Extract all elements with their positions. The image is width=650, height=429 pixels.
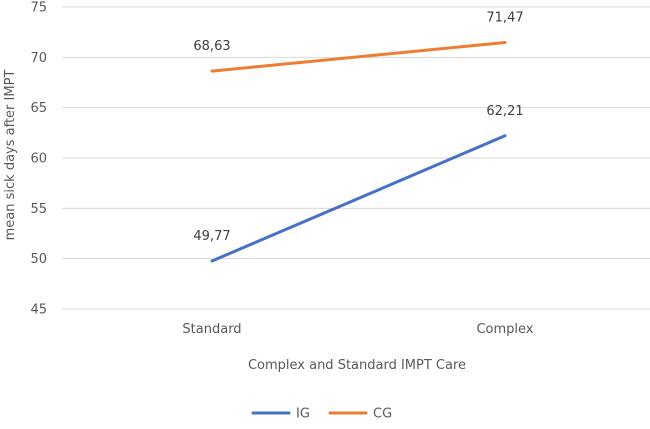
y-tick-label: 65	[30, 101, 47, 116]
data-label: 62,21	[486, 104, 523, 119]
y-tick-label: 75	[30, 1, 47, 16]
series-line-ig	[210, 134, 507, 263]
y-tick-label: 55	[30, 202, 47, 217]
y-tick-label: 50	[30, 252, 47, 267]
y-axis-ticks: 45 50 55 60 65 70 75	[30, 1, 47, 318]
x-tick-label: Standard	[182, 322, 241, 337]
data-label: 49,77	[193, 229, 230, 244]
data-labels: 49,77 62,21 68,63 71,47	[193, 11, 523, 244]
y-tick-label: 45	[30, 303, 47, 318]
legend: IG CG	[251, 407, 392, 422]
y-axis-title: mean sick days after IMPT	[3, 70, 18, 241]
x-tick-label: Complex	[476, 322, 533, 337]
x-axis-title: Complex and Standard IMPT Care	[248, 358, 466, 373]
series-lines	[210, 41, 507, 263]
series-line-cg	[210, 41, 507, 73]
y-tick-label: 70	[30, 51, 47, 66]
data-label: 68,63	[193, 39, 230, 54]
x-axis-ticks: Standard Complex	[182, 322, 533, 337]
y-tick-label: 60	[30, 152, 47, 167]
gridlines	[62, 6, 650, 310]
legend-label: IG	[296, 407, 310, 422]
data-label: 71,47	[486, 11, 523, 26]
legend-label: CG	[373, 407, 392, 422]
